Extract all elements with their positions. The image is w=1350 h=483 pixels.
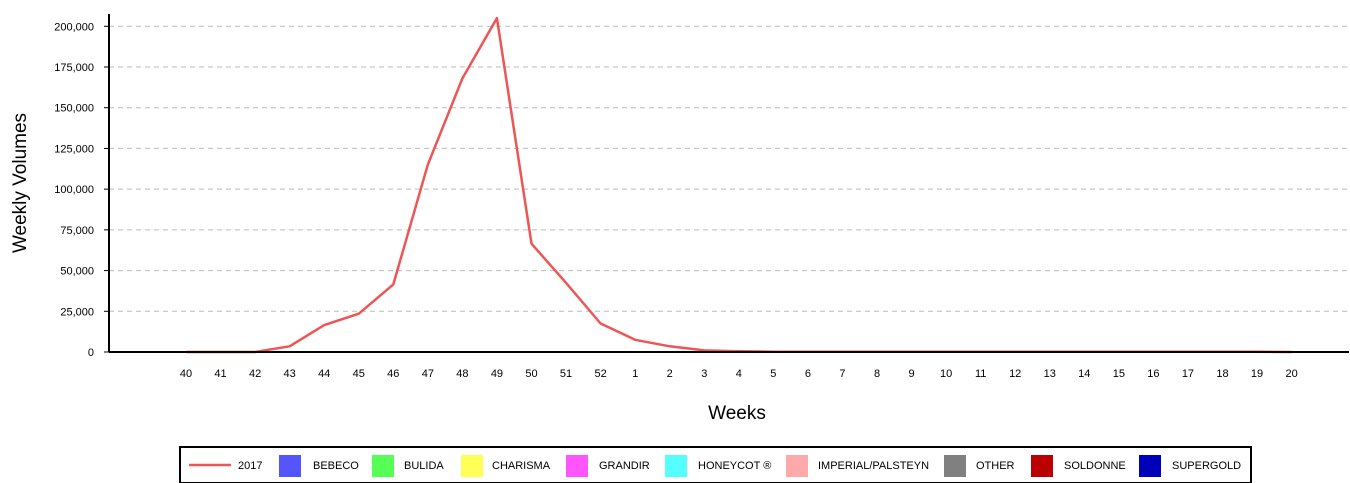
grid-lines	[109, 25, 1349, 312]
legend-swatch-other	[944, 455, 966, 477]
legend-label-charisma: CHARISMA	[492, 460, 551, 472]
legend-swatch-charisma	[461, 455, 483, 477]
x-tick-label: 4	[736, 368, 742, 380]
legend-swatch-grandir	[566, 455, 588, 477]
legend-label-other: OTHER	[976, 460, 1015, 472]
y-tick-label: 75,000	[60, 225, 94, 237]
legend-swatch-supergold	[1139, 455, 1161, 477]
x-tick-label: 18	[1216, 368, 1228, 380]
y-tick-label: 0	[88, 347, 94, 359]
x-tick-label: 10	[940, 368, 952, 380]
x-tick-label: 49	[491, 368, 503, 380]
y-tick-label: 175,000	[54, 62, 94, 74]
legend-label-soldonne: SOLDONNE	[1064, 460, 1126, 472]
legend-label-imperial-palsteyn: IMPERIAL/PALSTEYN	[818, 460, 929, 472]
legend-border	[179, 446, 1252, 483]
x-tick-label: 3	[701, 368, 707, 380]
y-tick-label: 125,000	[54, 143, 94, 155]
x-tick-label: 11	[975, 368, 986, 380]
legend-swatch-bulida	[372, 455, 394, 477]
x-tick-label: 52	[594, 368, 606, 380]
x-tick-label: 14	[1078, 368, 1090, 380]
y-tick-label: 200,000	[54, 21, 94, 33]
x-tick-label: 19	[1251, 368, 1263, 380]
x-tick-label: 16	[1147, 368, 1159, 380]
legend-swatch-honeycot	[665, 455, 687, 477]
legend-swatch-soldonne	[1031, 455, 1053, 477]
x-tick-label: 8	[874, 368, 880, 380]
x-tick-label: 17	[1182, 368, 1194, 380]
axes	[108, 14, 1349, 353]
x-tick-labels: 40 41 42 43 44 45 46 47 48 49 50 51 52 1 2 3 4 5 6 7 8 9 10 11 1…	[180, 368, 1298, 380]
series-lines	[185, 16, 1292, 354]
y-tick-label: 100,000	[54, 184, 94, 196]
series-line-2017	[186, 16, 1292, 354]
x-tick-label: 46	[387, 368, 399, 380]
legend-label-honeycot: HONEYCOT ®	[698, 460, 771, 472]
legend-label-grandir: GRANDIR	[599, 460, 650, 472]
y-tick-label: 25,000	[60, 306, 94, 318]
x-tick-label: 50	[525, 368, 537, 380]
x-tick-label: 9	[908, 368, 914, 380]
x-tick-label: 45	[353, 368, 365, 380]
x-tick-label: 5	[770, 368, 776, 380]
legend-label-2017: 2017	[238, 460, 262, 472]
legend-label-supergold: SUPERGOLD	[1172, 460, 1241, 472]
x-tick-label: 2	[667, 368, 673, 380]
x-tick-label: 13	[1044, 368, 1056, 380]
y-tick-label: 150,000	[54, 103, 94, 115]
legend-label-bulida: BULIDA	[404, 460, 444, 472]
x-tick-label: 44	[318, 368, 330, 380]
x-tick-label: 20	[1285, 368, 1297, 380]
x-tick-label: 43	[284, 368, 296, 380]
x-tick-label: 42	[249, 368, 261, 380]
x-tick-label: 51	[560, 368, 572, 380]
legend-swatch-bebeco	[279, 455, 301, 477]
x-tick-label: 40	[180, 368, 192, 380]
y-axis-title: Weekly Volumes	[10, 113, 31, 253]
legend-swatch-imperial-palsteyn	[786, 455, 808, 477]
x-tick-label: 6	[805, 368, 811, 380]
legend-label-bebeco: BEBECO	[313, 460, 359, 472]
y-tick-label: 50,000	[60, 266, 94, 278]
x-tick-label: 41	[214, 368, 226, 380]
x-tick-label: 15	[1113, 368, 1125, 380]
x-tick-label: 7	[839, 368, 845, 380]
x-tick-label: 12	[1009, 368, 1021, 380]
x-tick-label: 1	[632, 368, 638, 380]
x-axis-title: Weeks	[708, 403, 766, 424]
x-tick-label: 48	[456, 368, 468, 380]
legend: 2017 BEBECO BULIDA CHARISMA GRANDIR HONEYCOT …	[179, 446, 1252, 483]
x-tick-label: 47	[422, 368, 434, 380]
y-tick-labels: 0 25,000 50,000 75,000 100,000 125,000 150,000…	[54, 21, 109, 359]
